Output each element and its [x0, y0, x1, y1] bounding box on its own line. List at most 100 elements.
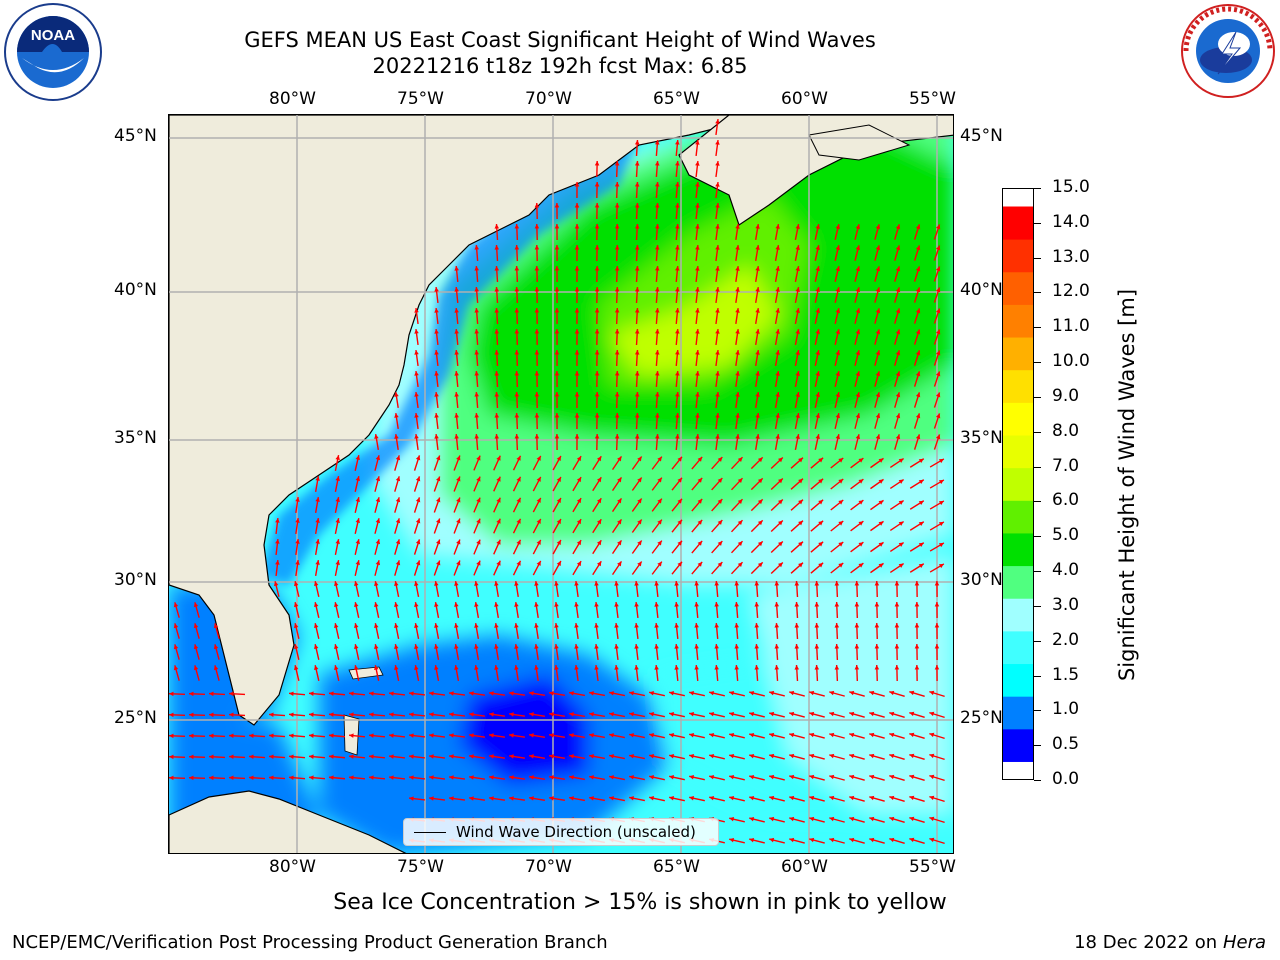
direction-arrowhead — [735, 224, 740, 229]
direction-arrowhead — [934, 644, 940, 649]
direction-arrowhead — [829, 711, 835, 717]
direction-arrowhead — [637, 456, 642, 462]
direction-arrowhead — [476, 455, 481, 461]
direction-arrowhead — [534, 329, 540, 334]
direction-arrowhead — [454, 413, 459, 418]
direction-arrowhead — [775, 413, 780, 418]
direction-arrowhead — [757, 478, 763, 484]
direction-arrowhead — [354, 602, 359, 608]
direction-arrowhead — [655, 350, 660, 355]
graticule — [169, 115, 953, 853]
direction-arrowhead — [454, 329, 459, 334]
direction-arrowhead — [734, 644, 739, 649]
direction-arrowhead — [569, 691, 574, 696]
direction-arrowhead — [554, 602, 559, 607]
direction-arrowhead — [875, 392, 881, 398]
direction-arrowhead — [609, 691, 614, 696]
direction-arrowhead — [869, 795, 875, 801]
direction-arrowhead — [774, 581, 780, 586]
direction-arrowhead — [755, 329, 760, 334]
direction-arrowhead — [709, 795, 715, 801]
direction-arrowhead — [909, 753, 915, 759]
direction-arrowhead — [374, 644, 379, 649]
direction-arrowhead — [476, 518, 481, 524]
direction-arrowhead — [474, 644, 479, 649]
direction-arrowhead — [809, 816, 815, 822]
direction-arrowhead — [494, 308, 500, 313]
direction-arrowhead — [574, 371, 580, 376]
direction-arrowhead — [169, 775, 174, 781]
direction-arrowhead — [556, 540, 561, 546]
direction-arrowhead — [815, 287, 820, 293]
direction-arrowhead — [894, 644, 900, 649]
direction-arrowhead — [849, 732, 855, 738]
direction-arrowhead — [335, 539, 340, 544]
direction-arrowhead — [496, 455, 501, 461]
direction-arrowhead — [394, 434, 399, 439]
direction-arrowhead — [717, 562, 723, 567]
colorbar-tick-mark — [1034, 362, 1041, 364]
lon-tick-bottom: 70°W — [525, 857, 572, 877]
direction-arrowhead — [474, 392, 479, 397]
direction-arrowhead — [789, 795, 795, 801]
direction-arrowhead — [714, 623, 719, 628]
colorbar-label: Significant Height of Wind Waves [m] — [1115, 288, 1139, 682]
direction-arrowhead — [869, 732, 875, 738]
direction-arrowhead — [415, 539, 421, 545]
direction-arrowhead — [315, 518, 320, 523]
direction-arrowhead — [414, 413, 419, 418]
direction-arrowhead — [429, 733, 434, 738]
direction-arrowhead — [655, 182, 660, 187]
direction-arrowhead — [594, 644, 599, 649]
lat-tick-right: 30°N — [960, 570, 1003, 590]
direction-arrowhead — [895, 287, 901, 293]
direction-arrowhead — [735, 371, 740, 376]
direction-arrowhead — [838, 563, 844, 568]
direction-arrowhead — [689, 712, 695, 717]
direction-arrowhead — [889, 732, 895, 738]
direction-arrowhead — [429, 796, 434, 801]
direction-arrowhead — [769, 690, 775, 696]
colorbar-tick-mark — [1034, 675, 1041, 677]
direction-arrowhead — [295, 518, 300, 523]
direction-arrowhead — [269, 712, 274, 718]
direction-arrowhead — [915, 392, 921, 398]
direction-arrowhead — [516, 497, 521, 503]
colorbar-tick-label: 9.0 — [1052, 385, 1080, 406]
direction-arrowhead — [634, 245, 640, 250]
direction-arrowhead — [355, 497, 361, 503]
direction-arrowhead — [354, 665, 359, 671]
direction-arrowhead — [454, 434, 459, 439]
direction-arrowhead — [514, 623, 519, 628]
colorbar-segment — [1003, 435, 1033, 469]
direction-arrowhead — [909, 816, 915, 822]
direction-arrowhead — [394, 392, 399, 397]
land-newfoundland-gap — [808, 124, 911, 161]
direction-arrowhead — [655, 224, 660, 229]
direction-arrowhead — [469, 796, 474, 801]
direction-arrowhead — [735, 287, 740, 292]
direction-arrowhead — [355, 560, 361, 566]
direction-arrowhead — [798, 520, 803, 526]
direction-arrowhead — [415, 560, 421, 566]
direction-arrowhead — [494, 350, 500, 355]
direction-arrowhead — [669, 796, 675, 801]
direction-arrowhead — [469, 733, 474, 738]
direction-arrowhead — [554, 203, 560, 208]
direction-arrowhead — [549, 712, 554, 717]
direction-arrowhead — [614, 245, 620, 250]
direction-arrowhead — [898, 521, 904, 526]
colorbar-segment — [1003, 337, 1033, 371]
direction-arrowhead — [494, 665, 499, 670]
direction-arrowhead — [335, 455, 340, 460]
direction-arrowhead — [456, 518, 461, 524]
direction-arrowhead — [889, 816, 895, 822]
direction-arrowhead — [677, 561, 682, 567]
direction-arrowhead — [414, 644, 419, 649]
direction-arrowhead — [474, 308, 479, 313]
direction-arrowhead — [494, 245, 500, 250]
direction-arrowhead — [554, 644, 559, 649]
direction-arrowhead — [456, 476, 461, 482]
direction-arrowhead — [514, 665, 519, 670]
direction-arrowhead — [854, 581, 860, 586]
